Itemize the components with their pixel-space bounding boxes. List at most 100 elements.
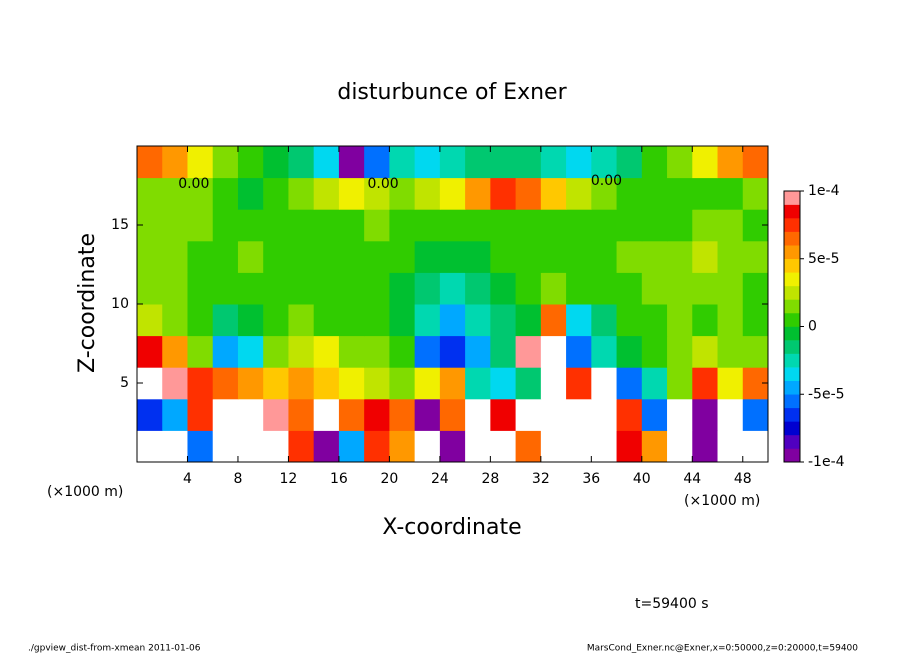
heat-cell [212, 335, 239, 368]
x-tick-label: 16 [330, 471, 348, 487]
heat-cell [540, 209, 567, 242]
heat-cell [338, 177, 365, 210]
y-tick-label: 15 [111, 217, 129, 233]
heat-cell [490, 367, 517, 400]
heat-cell [515, 430, 542, 463]
heat-cell [591, 146, 618, 179]
heat-cell [187, 146, 214, 179]
heat-cell [692, 177, 719, 210]
heat-cell [742, 398, 769, 431]
heat-cell [641, 240, 668, 273]
heat-cell [212, 430, 239, 463]
heat-cell [742, 304, 769, 337]
heat-cell [616, 398, 643, 431]
heat-cell [439, 304, 466, 337]
heat-cell [566, 272, 592, 305]
heat-cell [263, 177, 289, 210]
heat-cell [137, 335, 163, 368]
heat-cell [616, 367, 643, 400]
heat-cell [540, 272, 567, 305]
colorbar-bin [784, 191, 800, 205]
heat-cell [566, 146, 592, 179]
heat-cell [515, 304, 542, 337]
heat-cell [591, 335, 618, 368]
heat-cell [389, 146, 416, 179]
heat-cell [465, 209, 491, 242]
colorbar-bin [784, 434, 800, 449]
heat-cell [414, 398, 441, 431]
heat-cell [566, 177, 592, 210]
heat-cell [591, 240, 618, 273]
heat-cell [490, 398, 517, 431]
heat-cell [263, 398, 289, 431]
colorbar-tick-label: 1e-4 [808, 183, 840, 199]
heat-cell [288, 430, 315, 463]
heat-cell [288, 146, 315, 179]
heat-cell [162, 367, 188, 400]
heat-cell [212, 209, 239, 242]
heat-cell [641, 146, 668, 179]
heat-cell [313, 146, 340, 179]
heat-cell [288, 335, 315, 368]
heat-cell [414, 177, 441, 210]
heat-cell [717, 398, 744, 431]
heat-cell [389, 240, 416, 273]
heat-cell [313, 177, 340, 210]
heat-cell [616, 146, 643, 179]
heat-cell [313, 240, 340, 273]
heat-cell [237, 240, 264, 273]
colorbar-bin [784, 245, 800, 260]
heat-cell [439, 430, 466, 463]
heat-cell [364, 367, 390, 400]
heat-cell [692, 398, 719, 431]
heat-cell [692, 335, 719, 368]
heat-cell [717, 304, 744, 337]
heat-cell [263, 304, 289, 337]
heat-cell [364, 272, 390, 305]
colorbar-bin [784, 448, 800, 463]
heat-cell [591, 209, 618, 242]
heat-cell [338, 240, 365, 273]
heat-cell [641, 177, 668, 210]
heat-cell [237, 177, 264, 210]
heat-cell [439, 240, 466, 273]
colorbar-bin [784, 407, 800, 422]
heat-cell [742, 272, 769, 305]
heat-cell [566, 398, 592, 431]
heat-cell [137, 240, 163, 273]
y-unit: (×1000 m) [47, 484, 123, 500]
heat-cell [490, 240, 517, 273]
heat-cell [237, 209, 264, 242]
heat-cell [364, 430, 390, 463]
heat-cell [288, 367, 315, 400]
heat-cell [439, 335, 466, 368]
x-tick-label: 36 [582, 471, 600, 487]
heat-cell [389, 304, 416, 337]
heat-cell [465, 430, 491, 463]
heat-cell [187, 209, 214, 242]
heat-cell [490, 335, 517, 368]
heat-cell [439, 367, 466, 400]
heat-cell [717, 177, 744, 210]
heat-cell [137, 398, 163, 431]
heat-cell [288, 272, 315, 305]
heat-cell [439, 272, 466, 305]
x-tick-label: 4 [183, 471, 192, 487]
heat-cell [414, 367, 441, 400]
heat-cell [465, 335, 491, 368]
heat-cell [490, 304, 517, 337]
x-tick-label: 40 [633, 471, 651, 487]
heat-cell [389, 177, 416, 210]
heat-cell [288, 177, 315, 210]
heat-cell [465, 398, 491, 431]
heat-cell [313, 367, 340, 400]
heat-cell [389, 430, 416, 463]
x-tick-label: 8 [233, 471, 242, 487]
colorbar-tick-label: -1e-4 [808, 454, 845, 470]
heat-cell [338, 398, 365, 431]
heat-cell [313, 209, 340, 242]
heat-cell [338, 367, 365, 400]
heat-cell [212, 367, 239, 400]
heat-cell [641, 304, 668, 337]
